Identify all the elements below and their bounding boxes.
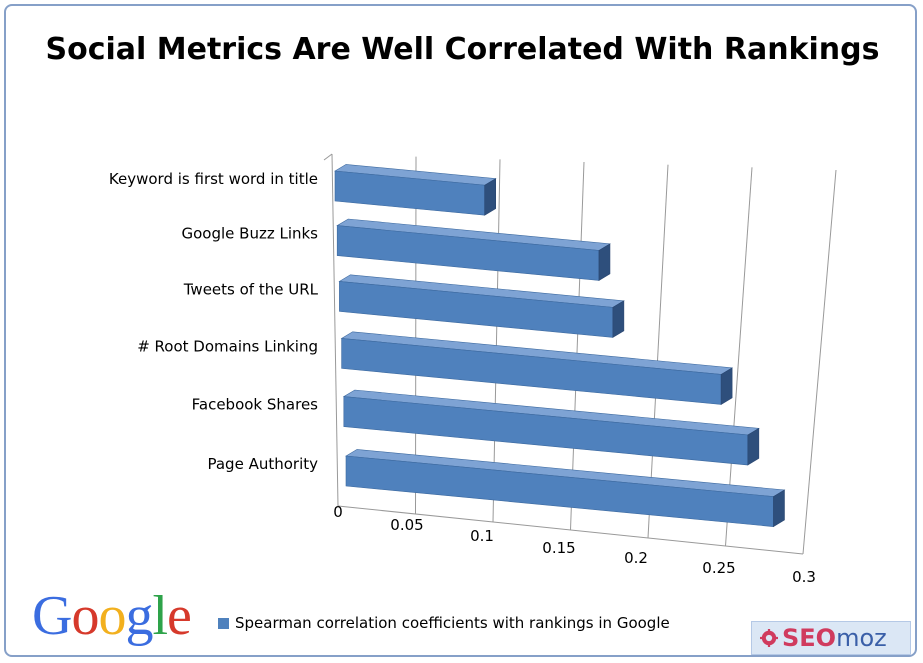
chart-frame: Social Metrics Are Well Correlated With … xyxy=(4,4,917,657)
gridline xyxy=(415,156,417,515)
bar-side xyxy=(612,300,625,338)
seomoz-moz-text: moz xyxy=(836,624,887,652)
x-tick-label: 0.3 xyxy=(792,568,816,586)
category-label: Keyword is first word in title xyxy=(109,170,318,188)
legend: Spearman correlation coefficients with r… xyxy=(218,614,670,632)
bar-side xyxy=(720,367,733,405)
seomoz-logo: SEO moz xyxy=(751,621,911,655)
x-tick-label: 0.25 xyxy=(702,559,735,577)
tick-labels: 0 0.05 0.1 0.15 0.2 0.25 0.3 xyxy=(333,503,816,586)
gridline xyxy=(802,169,837,555)
gridline xyxy=(647,164,669,539)
google-letter: e xyxy=(167,585,192,647)
google-letter: o xyxy=(71,585,99,647)
x-tick-label: 0.1 xyxy=(470,527,494,545)
google-letter: o xyxy=(98,585,126,647)
bar-side xyxy=(484,178,497,216)
x-tick-label: 0.2 xyxy=(624,549,648,567)
gear-icon xyxy=(760,629,778,647)
chart-title: Social Metrics Are Well Correlated With … xyxy=(45,32,880,67)
gridline xyxy=(492,159,501,523)
gridline xyxy=(725,167,753,547)
google-letter: l xyxy=(152,585,168,647)
category-label: Tweets of the URL xyxy=(183,280,319,298)
bar-side xyxy=(773,489,785,528)
x-tick-label: 0.15 xyxy=(542,539,575,557)
legend-swatch xyxy=(218,617,229,629)
bar-side xyxy=(747,427,760,466)
bar-side xyxy=(598,243,611,281)
gridline xyxy=(570,161,585,531)
google-letter: G xyxy=(32,585,72,647)
legend-label: Spearman correlation coefficients with r… xyxy=(235,614,670,632)
category-label: Facebook Shares xyxy=(192,396,319,414)
gridlines xyxy=(323,153,837,555)
x-tick-label: 0 xyxy=(333,503,343,521)
google-letter: g xyxy=(125,585,153,647)
axis-corner-line xyxy=(323,153,333,161)
category-label: Page Authority xyxy=(207,455,318,473)
category-label: Google Buzz Links xyxy=(181,225,318,243)
seomoz-seo-text: SEO xyxy=(782,624,837,652)
axis-floor-line xyxy=(337,505,804,555)
gridline xyxy=(331,153,339,507)
category-label: # Root Domains Linking xyxy=(137,337,318,355)
x-tick-label: 0.05 xyxy=(390,516,423,534)
category-labels: Keyword is first word in title Google Buz… xyxy=(109,170,319,473)
google-logo: Google xyxy=(32,585,192,647)
bars xyxy=(334,164,786,528)
bar-chart: Keyword is first word in title Google Buz… xyxy=(109,153,837,586)
